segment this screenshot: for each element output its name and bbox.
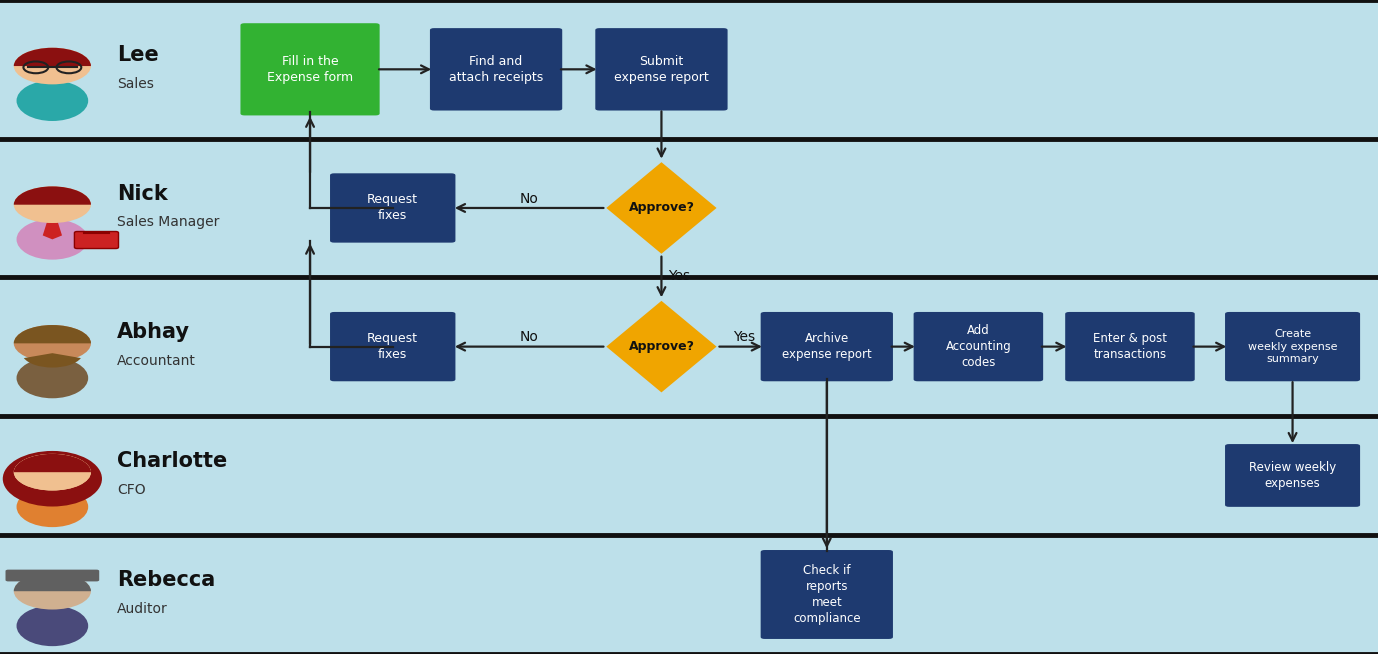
FancyBboxPatch shape bbox=[240, 23, 379, 116]
FancyBboxPatch shape bbox=[914, 312, 1043, 381]
Text: Review weekly
expenses: Review weekly expenses bbox=[1248, 461, 1337, 490]
Text: Lee: Lee bbox=[117, 45, 158, 65]
Text: Create
weekly expense
summary: Create weekly expense summary bbox=[1248, 329, 1337, 364]
Ellipse shape bbox=[17, 487, 88, 527]
Polygon shape bbox=[43, 222, 62, 239]
Text: Fill in the
Expense form: Fill in the Expense form bbox=[267, 55, 353, 84]
Text: Enter & post
transactions: Enter & post transactions bbox=[1093, 332, 1167, 361]
Text: Sales: Sales bbox=[117, 77, 154, 91]
FancyBboxPatch shape bbox=[761, 312, 893, 381]
Text: Archive
expense report: Archive expense report bbox=[781, 332, 872, 361]
Wedge shape bbox=[14, 48, 91, 66]
Text: Submit
expense report: Submit expense report bbox=[615, 55, 708, 84]
FancyBboxPatch shape bbox=[1065, 312, 1195, 381]
Circle shape bbox=[14, 573, 91, 610]
Text: Auditor: Auditor bbox=[117, 602, 168, 616]
Ellipse shape bbox=[17, 606, 88, 646]
Circle shape bbox=[14, 186, 91, 223]
FancyBboxPatch shape bbox=[329, 312, 455, 381]
Text: CFO: CFO bbox=[117, 483, 146, 497]
Circle shape bbox=[14, 454, 91, 490]
Polygon shape bbox=[606, 162, 717, 254]
Ellipse shape bbox=[3, 451, 102, 506]
Wedge shape bbox=[14, 186, 91, 205]
Text: Approve?: Approve? bbox=[628, 201, 695, 215]
Text: Check if
reports
meet
compliance: Check if reports meet compliance bbox=[792, 564, 861, 625]
FancyBboxPatch shape bbox=[1225, 444, 1360, 507]
Text: Yes: Yes bbox=[733, 330, 755, 345]
Ellipse shape bbox=[17, 219, 88, 260]
FancyBboxPatch shape bbox=[430, 28, 562, 111]
FancyBboxPatch shape bbox=[6, 570, 99, 581]
Wedge shape bbox=[14, 325, 91, 343]
Ellipse shape bbox=[17, 358, 88, 398]
Text: Request
fixes: Request fixes bbox=[367, 194, 419, 222]
Ellipse shape bbox=[17, 80, 88, 121]
Wedge shape bbox=[14, 454, 91, 472]
Text: Find and
attach receipts: Find and attach receipts bbox=[449, 55, 543, 84]
FancyBboxPatch shape bbox=[329, 173, 455, 243]
Text: Rebecca: Rebecca bbox=[117, 570, 215, 590]
Text: Abhay: Abhay bbox=[117, 322, 190, 342]
Text: Yes: Yes bbox=[668, 269, 690, 283]
FancyBboxPatch shape bbox=[761, 550, 893, 639]
Polygon shape bbox=[606, 301, 717, 392]
Wedge shape bbox=[23, 353, 81, 368]
Text: No: No bbox=[520, 330, 539, 345]
FancyBboxPatch shape bbox=[595, 28, 728, 111]
Text: Accountant: Accountant bbox=[117, 354, 196, 368]
Text: Add
Accounting
codes: Add Accounting codes bbox=[945, 324, 1011, 369]
Text: Approve?: Approve? bbox=[628, 340, 695, 353]
Text: Request
fixes: Request fixes bbox=[367, 332, 419, 361]
Text: Nick: Nick bbox=[117, 184, 168, 203]
FancyBboxPatch shape bbox=[1225, 312, 1360, 381]
Text: No: No bbox=[520, 192, 539, 206]
Wedge shape bbox=[14, 573, 91, 591]
Text: Charlotte: Charlotte bbox=[117, 451, 227, 471]
Circle shape bbox=[14, 325, 91, 362]
Text: Sales Manager: Sales Manager bbox=[117, 215, 219, 230]
FancyBboxPatch shape bbox=[74, 232, 119, 249]
Circle shape bbox=[14, 454, 91, 490]
Circle shape bbox=[14, 48, 91, 84]
